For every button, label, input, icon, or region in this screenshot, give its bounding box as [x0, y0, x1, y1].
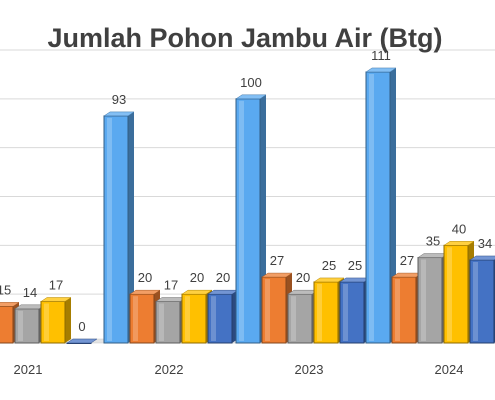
data-label: 17 — [164, 277, 178, 292]
data-label: 25 — [322, 258, 336, 273]
bar-2021-4 — [40, 297, 72, 344]
bar-2024-5 — [469, 255, 495, 344]
bar-side — [390, 67, 396, 343]
bar-top — [66, 338, 98, 344]
bar-highlight — [107, 117, 112, 341]
bar-face — [443, 244, 469, 344]
bar-highlight — [44, 303, 49, 341]
data-label: 14 — [23, 285, 37, 300]
bar-highlight — [239, 100, 244, 341]
bar-side — [65, 297, 71, 343]
bar-highlight — [473, 261, 478, 341]
bar-2021-5 — [66, 338, 98, 344]
bar-top — [365, 67, 397, 73]
data-label: 17 — [49, 277, 63, 292]
bar-face — [469, 259, 495, 344]
bar-highlight — [369, 73, 374, 341]
data-label: 27 — [270, 253, 284, 268]
bar-highlight — [265, 279, 270, 341]
bar-top — [181, 289, 213, 295]
data-label: 25 — [348, 258, 362, 273]
bar-top — [235, 94, 267, 100]
bar-2024-1 — [365, 67, 397, 344]
bar-highlight — [18, 310, 23, 341]
bar-highlight — [343, 283, 348, 341]
bar-face — [261, 276, 287, 344]
data-label: 111 — [371, 48, 391, 63]
bar-face — [40, 300, 66, 344]
data-labels: 15 14 17 0 93 20 17 20 20 100 27 20 25 25 111 27 35 40 34 — [0, 48, 492, 334]
bar-face — [365, 71, 391, 344]
x-tick-label: 2024 — [435, 362, 464, 377]
bar-top — [103, 111, 135, 117]
bar-face — [417, 257, 443, 344]
bar-top — [0, 302, 20, 307]
data-label: 40 — [452, 221, 466, 236]
bar-face — [129, 293, 155, 344]
bars — [0, 67, 495, 344]
bar-highlight — [317, 283, 322, 341]
bar-side — [128, 111, 134, 343]
bar-top — [443, 241, 475, 246]
x-tick-label: 2022 — [155, 362, 184, 377]
data-label: 34 — [478, 236, 492, 251]
bar-highlight — [133, 296, 138, 341]
bar-face — [155, 300, 181, 344]
data-label: 35 — [426, 234, 440, 249]
bar-face — [339, 281, 365, 344]
bar-top — [129, 289, 161, 295]
bar-highlight — [395, 279, 400, 341]
x-tick-label: 2023 — [295, 362, 324, 377]
bar-highlight — [421, 259, 426, 341]
bar-highlight — [291, 296, 296, 341]
bar-face — [235, 98, 261, 344]
bar-face — [207, 293, 233, 344]
bar-top — [261, 272, 293, 278]
x-axis-tick-labels: 2021 2022 2023 2024 — [14, 362, 464, 377]
data-label: 15 — [0, 282, 11, 297]
bar-face — [313, 281, 339, 344]
data-label: 0 — [78, 319, 85, 334]
x-tick-label: 2021 — [14, 362, 43, 377]
bar-highlight — [185, 296, 190, 341]
chart-title: Jumlah Pohon Jambu Air (Btg) — [47, 23, 442, 53]
bar-face — [103, 115, 129, 344]
data-label: 93 — [112, 92, 126, 107]
bar-face — [0, 305, 14, 344]
data-label: 20 — [296, 270, 310, 285]
bar-top — [40, 297, 72, 302]
bar-top — [469, 255, 495, 261]
data-label: 20 — [190, 270, 204, 285]
bar-2022-5 — [207, 289, 239, 344]
data-label: 27 — [400, 253, 414, 268]
data-label: 20 — [138, 270, 152, 285]
bar-highlight — [159, 303, 164, 341]
bar-face — [391, 276, 417, 344]
data-label: 20 — [216, 270, 230, 285]
bar-highlight — [211, 296, 216, 341]
data-label: 100 — [240, 75, 262, 90]
bar-2022-1 — [103, 111, 135, 344]
bar-top — [313, 277, 345, 283]
bar-highlight — [447, 247, 452, 341]
